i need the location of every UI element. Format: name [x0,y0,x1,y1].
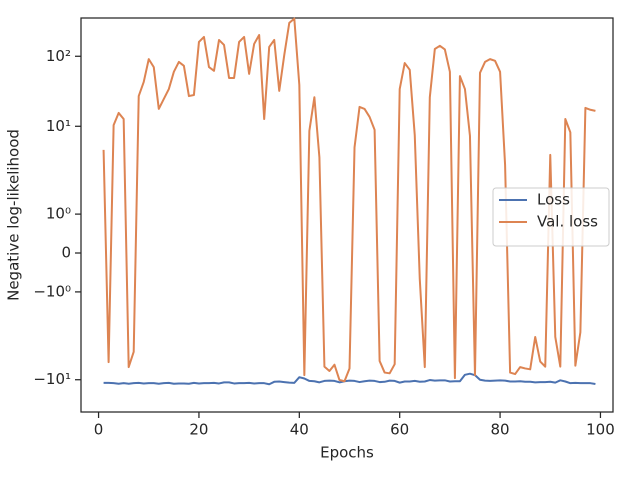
y-tick-label: 10⁰ [46,205,71,223]
y-tick-label: 10¹ [46,117,71,135]
y-axis-label: Negative log-likelihood [5,129,23,301]
y-tick-label: −10¹ [33,370,71,388]
y-tick-label: 10² [46,47,71,65]
x-tick-label: 80 [491,421,510,439]
legend-box [492,187,610,247]
x-tick-label: 0 [94,421,104,439]
y-tick-label: −10⁰ [33,282,71,300]
legend-label: Loss [537,191,570,209]
x-tick-label: 20 [189,421,208,439]
plot-frame [80,17,614,413]
x-tick-label: 60 [390,421,409,439]
x-tick-label: 40 [290,421,309,439]
x-tick-label: 100 [586,421,615,439]
line-series [102,17,596,383]
x-axis-label: Epochs [320,444,374,462]
line-series [103,372,596,386]
y-tick-label: 0 [61,244,71,262]
legend-label: Val. loss [537,213,598,231]
